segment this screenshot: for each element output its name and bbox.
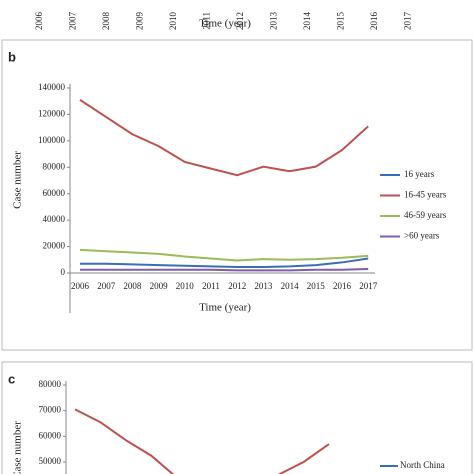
panel-label: c [8, 371, 15, 386]
series-line [79, 248, 369, 262]
x-tick-label: 2014 [281, 281, 300, 291]
y-tick-label: 100000 [38, 135, 66, 145]
x-tick-label: 2006 [71, 281, 90, 291]
x-tick-label: 2015 [307, 281, 326, 291]
y-tick-label: 80000 [39, 379, 62, 389]
x-tick-label: 2008 [101, 12, 111, 31]
x-tick-label: 2013 [254, 281, 273, 291]
legend-label: >60 years [404, 231, 440, 241]
x-axis-label: Time (year) [199, 302, 251, 314]
x-tick-label: 2011 [202, 281, 220, 291]
x-tick-label: 2017 [359, 281, 378, 291]
x-tick-label: 2017 [403, 12, 413, 31]
series-line [80, 257, 369, 269]
y-tick-label: 80000 [43, 161, 66, 171]
y-tick-label: 40000 [43, 214, 66, 224]
legend-label: 46-59 years [404, 210, 447, 220]
y-tick-label: 0 [61, 267, 66, 277]
y-tick-label: 50000 [39, 456, 62, 466]
series-line [79, 99, 369, 177]
series-line [74, 408, 330, 474]
x-tick-label: 2010 [168, 12, 178, 31]
y-axis-label: Case number [12, 151, 24, 209]
x-tick-label: 2006 [34, 12, 44, 31]
y-tick-label: 140000 [38, 82, 66, 92]
x-tick-label: 2009 [150, 281, 169, 291]
y-tick-label: 60000 [43, 188, 66, 198]
x-tick-label: 2008 [123, 281, 142, 291]
y-axis-label: Case number [12, 421, 24, 474]
x-tick-label: 2016 [333, 281, 352, 291]
x-tick-label: 2010 [176, 281, 195, 291]
y-tick-label: 60000 [39, 430, 62, 440]
legend-label: 16 years [404, 169, 435, 179]
x-tick-label: 2007 [97, 281, 116, 291]
x-tick-label: 2014 [302, 12, 312, 31]
y-tick-label: 120000 [38, 108, 66, 118]
panel-label: b [8, 49, 16, 64]
x-tick-label: 2016 [369, 12, 379, 31]
x-tick-label: 2015 [336, 12, 346, 31]
y-tick-label: 20000 [43, 241, 66, 251]
series-line [80, 268, 369, 272]
x-tick-label: 2012 [228, 281, 246, 291]
x-tick-label: 2011 [202, 12, 212, 30]
x-tick-label: 2009 [135, 12, 145, 31]
legend-label: North China [400, 460, 445, 470]
x-tick-label: 2007 [68, 12, 78, 31]
x-tick-label: 2012 [235, 12, 245, 30]
x-tick-label: 2013 [269, 12, 279, 31]
legend-label: 16-45 years [404, 190, 447, 200]
x-axis-label: Time (year) [199, 18, 251, 30]
y-tick-label: 70000 [39, 405, 62, 415]
panel-frame [1, 39, 473, 351]
panel-frame [1, 361, 473, 474]
